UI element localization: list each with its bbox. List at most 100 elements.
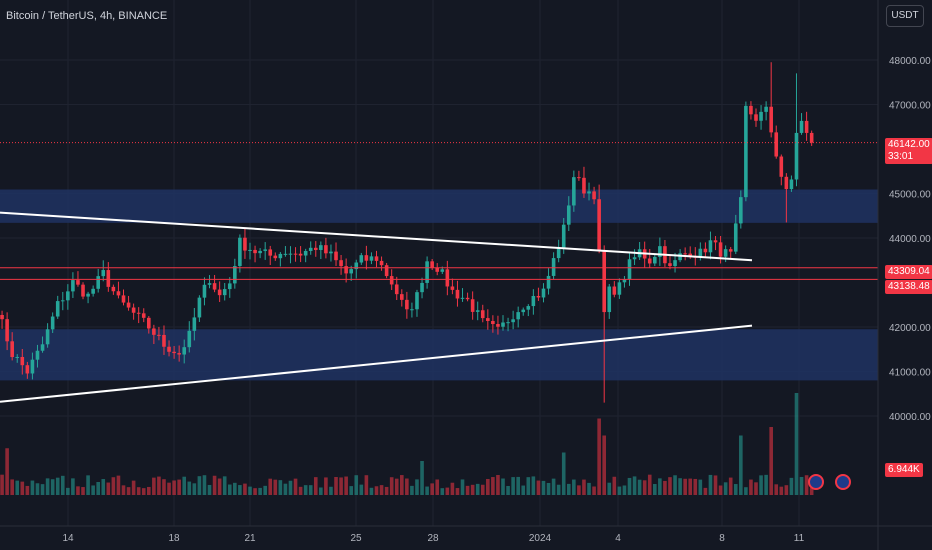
candle-body-45 — [222, 289, 227, 296]
candle-body-70 — [349, 269, 353, 274]
volume-bar-152 — [764, 474, 768, 495]
candle-body-119 — [597, 199, 601, 252]
volume-bar-22 — [106, 482, 111, 495]
candle-body-137 — [688, 253, 693, 257]
candle-body-145 — [728, 249, 733, 252]
volume-bar-85 — [425, 486, 429, 495]
candle-body-146 — [733, 223, 738, 252]
volume-bar-62 — [308, 485, 313, 495]
volume-bar-115 — [577, 485, 581, 495]
candle-body-67 — [334, 251, 338, 261]
volume-bar-132 — [663, 480, 667, 495]
currency-button[interactable]: USDT — [886, 5, 924, 27]
volume-bar-6 — [25, 485, 30, 495]
candle-body-51 — [253, 249, 257, 254]
candle-body-39 — [192, 317, 197, 331]
candle-body-105 — [526, 306, 531, 310]
volume-bar-135 — [678, 478, 682, 495]
volume-bar-25 — [121, 485, 126, 495]
candle-body-64 — [319, 245, 323, 250]
volume-bar-147 — [739, 435, 743, 495]
level-1-badge: 43309.04 — [885, 265, 932, 279]
volume-bar-114 — [572, 479, 576, 495]
volume-bar-151 — [759, 475, 763, 495]
level-2-badge: 43138.48 — [885, 280, 932, 294]
volume-bar-89 — [445, 487, 450, 495]
volume-bar-31 — [152, 477, 156, 495]
volume-bar-96 — [480, 484, 485, 495]
volume-bar-58 — [288, 480, 293, 495]
volume-bar-108 — [541, 480, 546, 495]
volume-bar-125 — [627, 477, 632, 495]
candle-body-18 — [86, 293, 90, 297]
candle-body-89 — [445, 269, 450, 287]
trendlines — [0, 211, 753, 403]
volume-bar-63 — [313, 477, 318, 495]
candle-body-1 — [0, 314, 4, 320]
volume-bar-103 — [516, 476, 520, 495]
volume-bar-26 — [126, 487, 131, 495]
volume-bar-154 — [774, 484, 779, 495]
volume-bar-42 — [207, 484, 212, 495]
volume-bar-106 — [531, 476, 536, 495]
volume-bar-157 — [789, 477, 794, 495]
candle-body-131 — [658, 246, 662, 257]
volume-bar-138 — [693, 478, 698, 495]
candle-body-42 — [207, 283, 212, 285]
volume-bar-144 — [723, 482, 728, 495]
candle-body-123 — [617, 282, 622, 295]
candle-body-34 — [167, 346, 171, 352]
volume-bar-150 — [754, 482, 758, 495]
volume-bar-15 — [71, 478, 75, 495]
candle-body-21 — [101, 270, 106, 277]
volume-bar-41 — [202, 475, 207, 495]
candle-body-16 — [76, 280, 80, 285]
candle-body-57 — [283, 253, 288, 255]
candle-body-60 — [298, 253, 303, 256]
flag-event-icon-2[interactable] — [835, 474, 851, 490]
volume-bar-17 — [81, 487, 85, 495]
flag-event-icon[interactable] — [808, 474, 824, 490]
candle-body-149 — [749, 105, 753, 115]
volume-bar-148 — [744, 487, 748, 495]
candle-body-99 — [496, 324, 500, 327]
candle-body-125 — [627, 259, 632, 280]
candle-body-110 — [551, 258, 556, 276]
volume-bar-95 — [475, 483, 480, 495]
candle-body-103 — [516, 312, 520, 320]
candle-body-97 — [486, 318, 490, 321]
candle-body-3 — [10, 341, 14, 358]
volume-bar-49 — [243, 483, 247, 495]
volume-bar-19 — [91, 485, 95, 495]
candle-body-81 — [405, 299, 409, 310]
candle-body-126 — [632, 257, 637, 260]
candle-body-92 — [460, 297, 465, 299]
volume-bar-159 — [799, 476, 804, 495]
volume-bar-12 — [55, 477, 60, 495]
volume-bar-111 — [556, 484, 561, 495]
candle-body-8 — [35, 350, 40, 360]
candle-body-101 — [506, 322, 510, 324]
x-tick-7: 8 — [719, 533, 725, 544]
x-tick-4: 28 — [427, 533, 439, 544]
candle-body-141 — [708, 240, 713, 253]
candle-body-108 — [541, 288, 546, 298]
candle-body-94 — [470, 299, 475, 312]
candle-body-17 — [81, 284, 85, 297]
volume-bar-18 — [86, 475, 90, 495]
candle-body-66 — [329, 251, 333, 254]
candle-body-5 — [20, 356, 25, 366]
volume-bar-14 — [66, 487, 70, 495]
candle-body-144 — [723, 249, 728, 257]
volume-bar-10 — [45, 478, 50, 495]
candle-body-98 — [491, 320, 495, 325]
volume-bar-34 — [167, 482, 171, 495]
candle-body-65 — [324, 245, 328, 254]
volume-bar-97 — [486, 478, 490, 495]
volume-bar-36 — [177, 479, 181, 495]
volume-bar-13 — [60, 475, 65, 495]
candle-body-155 — [779, 156, 784, 177]
volume-bar-7 — [30, 480, 35, 495]
volume-bar-141 — [708, 474, 713, 495]
